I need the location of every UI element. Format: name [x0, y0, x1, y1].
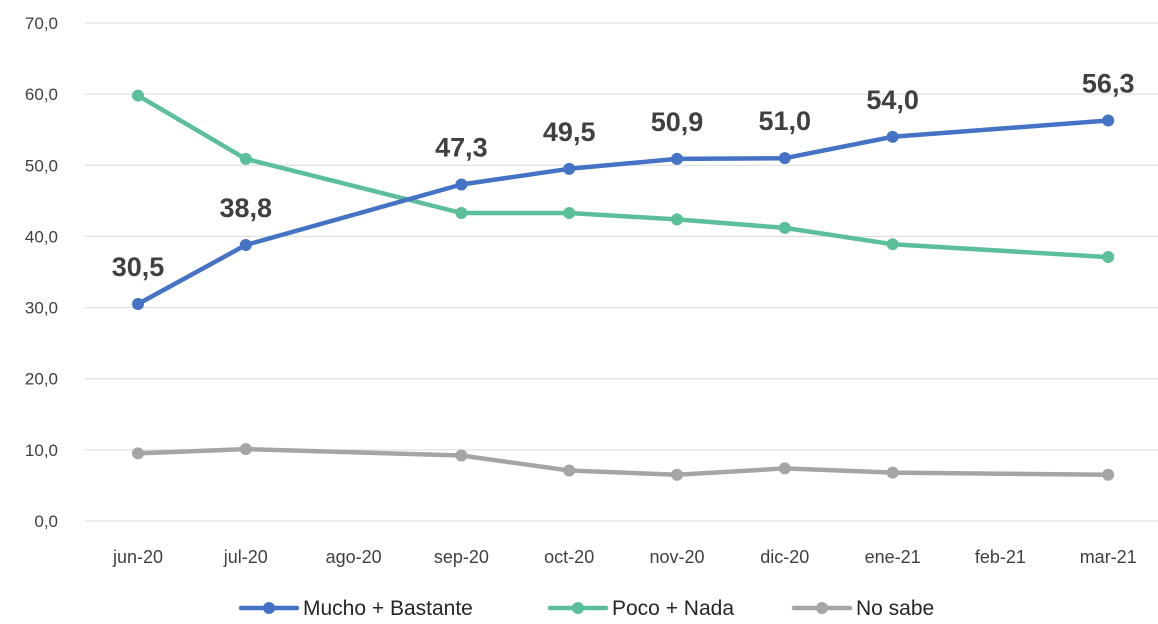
data-point: [778, 462, 791, 475]
data-label: 30,5: [112, 252, 165, 282]
x-tick-label: sep-20: [434, 547, 489, 567]
data-point: [455, 178, 468, 191]
y-tick-label: 40,0: [25, 227, 58, 246]
legend-label: Poco + Nada: [612, 597, 734, 620]
data-label: 47,3: [435, 132, 488, 162]
y-tick-label: 0,0: [34, 512, 58, 531]
legend: Mucho + Bastante Poco + Nada No sabe: [238, 597, 934, 620]
data-point: [563, 464, 576, 477]
x-tick-label: oct-20: [544, 547, 594, 567]
data-point: [455, 449, 468, 462]
data-point: [671, 468, 683, 481]
data-point: [778, 152, 791, 165]
data-point: [132, 89, 144, 102]
y-axis-ticks: 0,0 10,0 20,0 30,0 40,0 50,0 60,0 70,0: [25, 14, 58, 531]
legend-swatch-marker: [572, 602, 584, 614]
series-line: [135, 118, 1111, 307]
data-point: [1102, 114, 1115, 127]
x-tick-label: nov-20: [649, 547, 704, 567]
legend-label: No sabe: [856, 597, 934, 620]
data-label: 38,8: [220, 193, 273, 223]
data-label: 51,0: [759, 106, 812, 136]
legend-swatch-marker: [816, 602, 828, 614]
y-tick-label: 20,0: [25, 370, 58, 389]
data-point: [778, 221, 791, 234]
data-point: [1102, 468, 1115, 481]
legend-swatch-marker: [263, 602, 275, 614]
y-tick-label: 10,0: [25, 441, 58, 460]
y-tick-label: 70,0: [25, 14, 58, 33]
series-line: [135, 93, 1111, 260]
data-label: 49,5: [543, 117, 596, 147]
data-point: [886, 238, 899, 251]
x-tick-label: mar-21: [1080, 547, 1137, 567]
series-lines: [132, 89, 1115, 481]
data-point: [239, 152, 252, 165]
y-tick-label: 30,0: [25, 299, 58, 318]
data-point: [455, 206, 468, 219]
data-point: [132, 298, 144, 311]
data-label: 54,0: [866, 85, 919, 115]
x-axis-ticks: jun-20 jul-20 ago-20 sep-20 oct-20 nov-20 dic-…: [112, 547, 1137, 567]
data-point: [239, 238, 252, 251]
data-label: 50,9: [651, 107, 704, 137]
legend-label: Mucho + Bastante: [303, 597, 473, 620]
x-tick-label: ene-21: [865, 547, 921, 567]
data-point: [132, 447, 144, 460]
data-point: [886, 466, 899, 479]
data-point: [239, 443, 252, 456]
data-point: [563, 162, 576, 175]
data-point: [563, 206, 576, 219]
data-label: 56,3: [1082, 68, 1135, 98]
data-point: [886, 130, 899, 143]
x-tick-label: feb-21: [975, 547, 1026, 567]
data-point: [671, 213, 683, 226]
x-tick-label: dic-20: [760, 547, 809, 567]
data-point: [1102, 251, 1115, 264]
x-tick-label: ago-20: [326, 547, 382, 567]
x-tick-label: jul-20: [223, 547, 268, 567]
series-line: [135, 446, 1111, 478]
x-tick-label: jun-20: [112, 547, 163, 567]
y-tick-label: 60,0: [25, 85, 58, 104]
data-labels: 30,5 38,8 47,3 49,5 50,9 51,0 54,0 56,3: [112, 68, 1135, 282]
data-point: [671, 152, 683, 165]
y-tick-label: 50,0: [25, 156, 58, 175]
